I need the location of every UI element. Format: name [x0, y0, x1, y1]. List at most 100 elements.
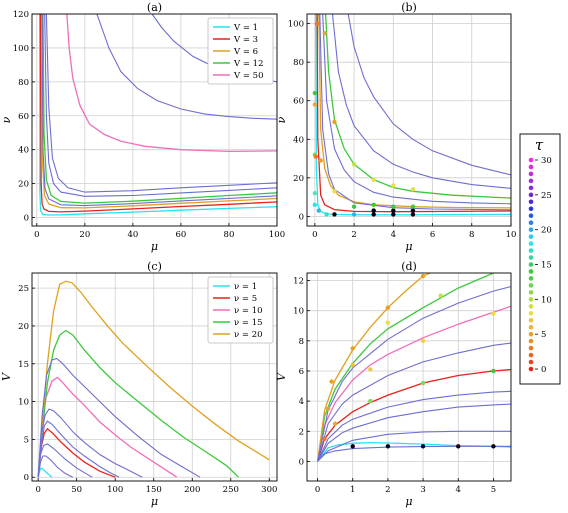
series-line	[41, 14, 277, 207]
data-layer	[316, 273, 511, 462]
colorbar-dot	[528, 192, 534, 198]
x-tick-label: 150	[146, 485, 162, 495]
series-line	[45, 14, 277, 193]
data-point	[371, 208, 376, 213]
colorbar-tick-label: 25	[541, 191, 552, 201]
chart-title: (b)	[401, 1, 417, 14]
data-point	[316, 208, 321, 213]
data-point	[312, 202, 318, 207]
y-tick-label: 40	[18, 146, 29, 156]
colorbar-dot	[528, 248, 534, 253]
x-tick-label: 100	[269, 230, 285, 240]
data-point	[368, 367, 373, 372]
y-axis-label: ν	[0, 116, 13, 123]
colorbar-dot	[528, 269, 534, 274]
y-tick-label: 80	[18, 78, 29, 88]
data-point	[332, 421, 338, 426]
x-tick-label: 0	[34, 230, 39, 240]
colorbar-tick-label: 15	[541, 261, 552, 271]
x-tick-label: 8	[469, 230, 474, 240]
y-tick-label: 40	[293, 135, 304, 145]
axes-frame	[306, 272, 512, 482]
series-line	[316, 368, 511, 462]
y-tick-label: 0	[299, 457, 304, 467]
series-line	[37, 467, 53, 478]
x-tick-label: 2	[385, 485, 390, 495]
x-tick-label: 250	[223, 485, 239, 495]
series-line	[37, 280, 270, 478]
axes-frame	[31, 272, 278, 482]
x-tick-label: 4	[391, 230, 396, 240]
data-point	[322, 436, 327, 441]
y-tick-label: 8	[299, 337, 304, 347]
colorbar-dot	[528, 331, 534, 337]
series-line	[317, 342, 511, 462]
colorbar-tick-label: 30	[541, 156, 552, 166]
series-line	[317, 403, 511, 462]
x-tick-label: 10	[506, 230, 517, 240]
data-point	[312, 191, 318, 196]
data-point	[410, 212, 416, 217]
y-axis-label: ν	[275, 116, 288, 123]
y-tick-label: 100	[288, 20, 304, 30]
y-tick-label: 20	[18, 322, 29, 332]
x-tick-label: 5	[491, 485, 496, 495]
series-line	[317, 441, 511, 462]
data-point	[351, 204, 357, 209]
y-tick-label: 0	[24, 473, 29, 483]
data-layer	[37, 280, 270, 478]
x-axis-label: μ	[405, 240, 412, 253]
data-point	[491, 368, 496, 374]
x-axis-label: μ	[405, 495, 412, 508]
data-point	[456, 444, 461, 449]
colorbar-dot	[528, 310, 534, 316]
colorbar-tick-label: 10	[541, 295, 552, 305]
colorbar-dot	[528, 283, 534, 288]
y-tick-label: 100	[13, 44, 29, 54]
legend-label: V = 3	[233, 35, 258, 45]
legend-label: V = 1	[233, 23, 258, 33]
colorbar-dot	[528, 255, 534, 260]
colorbar-dot	[528, 206, 534, 212]
colorbar-dot	[528, 157, 534, 163]
y-tick-label: 25	[18, 284, 29, 294]
colorbar-dot	[528, 185, 534, 191]
series-line	[37, 455, 74, 478]
colorbar-dot	[528, 220, 534, 225]
data-point	[391, 204, 396, 209]
data-point	[420, 444, 426, 449]
colorbar-dot	[528, 262, 534, 267]
data-point	[332, 189, 337, 194]
y-tick-label: 5	[24, 435, 29, 445]
series-line	[37, 357, 201, 478]
chart-title: (c)	[147, 260, 162, 273]
data-point	[350, 346, 355, 351]
y-tick-label: 15	[18, 360, 29, 370]
x-tick-label: 60	[176, 230, 187, 240]
series-line	[37, 329, 239, 478]
series-line	[316, 273, 431, 462]
colorbar-dot	[528, 171, 534, 177]
series-line	[324, 14, 511, 199]
x-tick-label: 4	[456, 485, 461, 495]
legend-label: V = 6	[233, 47, 258, 57]
y-tick-label: 4	[299, 397, 304, 407]
data-point	[385, 444, 391, 449]
series-line	[322, 14, 511, 205]
series-line	[39, 14, 277, 216]
chart-title: (d)	[401, 260, 417, 273]
colorbar-tick-label: 20	[541, 226, 552, 236]
data-point	[371, 212, 376, 217]
data-point	[391, 183, 396, 188]
colorbar-dot	[528, 338, 534, 344]
data-point	[371, 177, 376, 182]
x-tick-label: 0	[315, 485, 320, 495]
data-point	[420, 380, 426, 386]
data-point	[314, 21, 320, 26]
data-point	[329, 379, 334, 384]
colorbar-box	[519, 133, 561, 385]
data-point	[385, 305, 391, 310]
colorbar-dot	[528, 290, 534, 295]
